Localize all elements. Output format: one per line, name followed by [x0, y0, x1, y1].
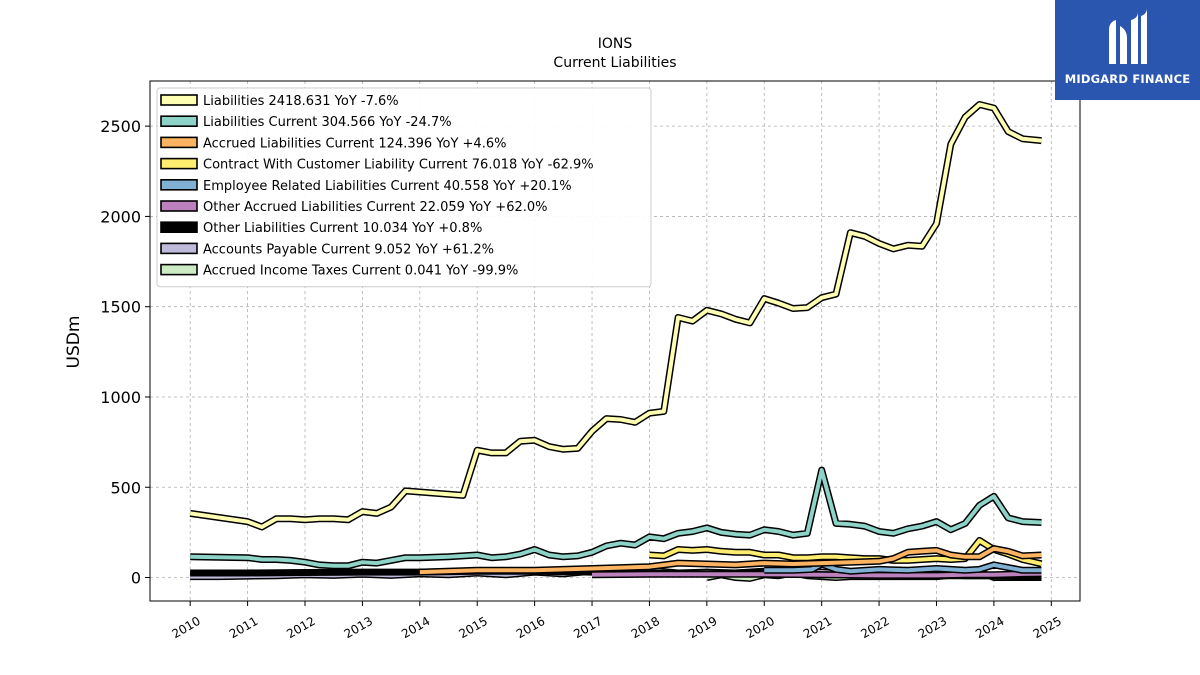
- x-tick-label: 2018: [629, 614, 662, 641]
- y-tick-label: 1500: [100, 298, 141, 317]
- series-liabilities-current: [190, 466, 1042, 570]
- legend-label: Employee Related Liabilities Current 40.…: [203, 179, 572, 194]
- legend-label: Accrued Liabilities Current 124.396 YoY …: [203, 136, 506, 151]
- series-line: [419, 546, 1042, 575]
- series-line: [649, 538, 1042, 566]
- legend-swatch: [160, 179, 198, 191]
- x-tick-label: 2010: [169, 614, 202, 641]
- x-tick-label: 2019: [686, 614, 719, 641]
- chart-subtitle: Current Liabilities: [553, 55, 676, 71]
- brand-name: MIDGARD FINANCE: [1064, 72, 1191, 86]
- legend-label: Other Accrued Liabilities Current 22.059…: [203, 200, 548, 215]
- legend-box: [156, 87, 652, 288]
- x-tick-label: 2025: [1031, 614, 1064, 641]
- series-line: [764, 562, 1042, 574]
- legend-swatch: [160, 221, 198, 233]
- brand-logo-icon: [1108, 8, 1147, 64]
- chart-title: IONS: [598, 36, 633, 52]
- legend-label: Liabilities Current 304.566 YoY -24.7%: [203, 115, 452, 130]
- legend-swatch: [160, 94, 198, 106]
- legend-label: Other Liabilities Current 10.034 YoY +0.…: [203, 221, 482, 236]
- legend-swatch: [160, 136, 198, 149]
- series-line: [189, 102, 1042, 529]
- legend-swatch: [160, 157, 198, 170]
- series-line: [591, 571, 1042, 578]
- legend-swatch: [160, 242, 198, 255]
- legend-label: Accrued Income Taxes Current 0.041 YoY -…: [203, 264, 518, 279]
- plot-frame: [149, 80, 1081, 602]
- legend-label: Liabilities 2418.631 YoY -7.6%: [203, 94, 399, 109]
- y-tick-label: 2000: [100, 207, 141, 226]
- series-employee-related-liabilities-current: [764, 560, 1042, 575]
- y-tick-label: 2500: [100, 117, 141, 136]
- legend-swatch: [160, 263, 198, 276]
- x-tick-label: 2012: [284, 614, 317, 641]
- legend-swatch: [160, 115, 198, 127]
- x-tick-label: 2017: [571, 614, 604, 641]
- y-tick-label: 0: [131, 569, 141, 588]
- legend-label: Accounts Payable Current 9.052 YoY +61.2…: [203, 242, 494, 257]
- series-lines: [189, 101, 1043, 582]
- y-tick-label: 1000: [100, 388, 141, 407]
- y-axis-label: USDm: [64, 316, 84, 369]
- x-tick-label: 2011: [227, 614, 260, 641]
- legend: Liabilities 2418.631 YoY -7.6% Liabilitie…: [156, 87, 652, 288]
- x-tick-label: 2016: [514, 614, 547, 641]
- series-other-accrued-liabilities-current: [591, 570, 1042, 579]
- y-tick-label: 500: [110, 478, 141, 497]
- legend-swatch: [160, 200, 198, 212]
- x-tick-label: 2024: [973, 614, 1006, 641]
- x-tick-label: 2022: [858, 614, 891, 641]
- x-tick-label: 2020: [744, 614, 777, 641]
- x-tick-label: 2013: [342, 614, 375, 641]
- series-line: [190, 468, 1042, 568]
- series-liabilities: [189, 101, 1042, 531]
- x-tick-label: 2014: [399, 614, 432, 641]
- x-tick-label: 2015: [456, 614, 489, 641]
- legend-label: Contract With Customer Liability Current…: [203, 158, 594, 173]
- x-tick-label: 2021: [801, 614, 834, 641]
- x-tick-label: 2023: [916, 614, 949, 641]
- series-accrued-liabilities-current: [419, 545, 1042, 576]
- series-contract-with-customer-liability-current: [649, 537, 1043, 568]
- brand-logo: MIDGARD FINANCE: [1055, 0, 1200, 100]
